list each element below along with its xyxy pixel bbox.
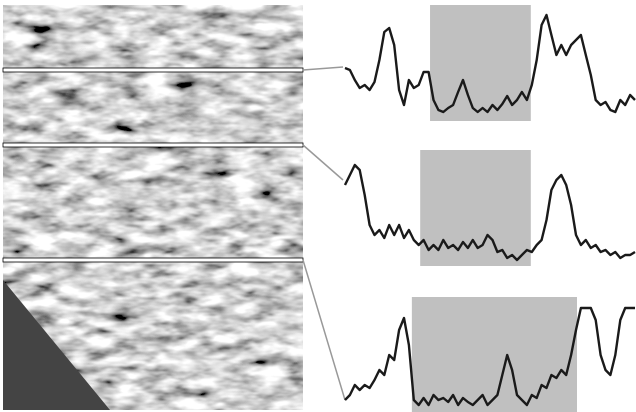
image-corner: [3, 280, 110, 410]
scan-line: [2, 142, 304, 148]
profile-line: [344, 13, 636, 114]
profile-line: [343, 163, 636, 262]
scan-line: [2, 257, 304, 263]
profile-line: [344, 306, 635, 407]
connector: [302, 144, 344, 181]
shaded-region: [411, 297, 577, 412]
micrograph: [3, 5, 303, 410]
connector: [302, 259, 346, 401]
scan-line: [2, 67, 304, 73]
connector: [302, 66, 344, 71]
shaded-region: [430, 5, 531, 121]
